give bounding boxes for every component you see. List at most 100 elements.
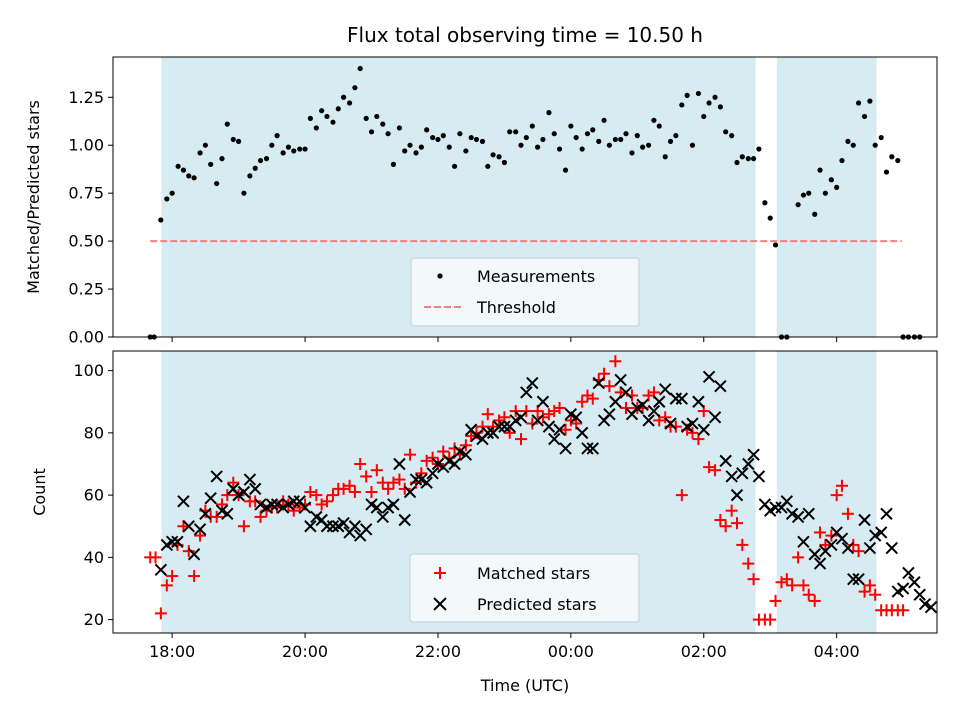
matched-star-point — [897, 604, 910, 617]
measurement-point — [750, 156, 757, 162]
predicted-star-point — [165, 535, 179, 549]
measurement-point — [812, 211, 818, 217]
matched-star-point — [669, 420, 682, 433]
predicted-star-point — [742, 457, 755, 471]
predicted-star-point — [154, 563, 168, 577]
measurement-point — [418, 144, 424, 150]
measurement-point — [556, 146, 563, 152]
measurement-point — [252, 165, 258, 171]
predicted-star-point — [520, 386, 533, 399]
predicted-star-point — [609, 395, 622, 408]
predicted-star-point — [913, 588, 926, 601]
measurement-point — [584, 131, 591, 137]
predicted-star-point — [526, 376, 539, 390]
matched-star-point — [719, 520, 732, 533]
matched-star-point — [780, 573, 793, 586]
measurement-point — [407, 142, 413, 148]
matched-star-point — [576, 395, 589, 408]
predicted-star-point — [586, 442, 599, 455]
measurement-point — [529, 123, 535, 129]
x-tick-label: 02:00 — [681, 642, 727, 661]
legend-measurements-marker — [437, 273, 443, 279]
legend-threshold-label: Threshold — [476, 298, 556, 317]
predicted-star-point — [536, 395, 550, 408]
matched-star-point — [382, 482, 395, 495]
measurement-point — [568, 123, 574, 129]
matched-star-point — [160, 579, 173, 592]
matched-star-point — [393, 473, 406, 486]
matched-star-point — [620, 401, 633, 414]
predicted-star-point — [719, 454, 732, 468]
measurement-point — [413, 150, 419, 156]
ratio-legend: Measurements Threshold — [410, 257, 640, 327]
predicted-star-point — [647, 404, 661, 418]
matched-star-point — [166, 570, 179, 583]
measurement-point — [739, 154, 745, 160]
matched-star-point — [808, 594, 821, 607]
measurement-point — [485, 163, 491, 169]
predicted-star-point — [702, 370, 716, 384]
predicted-star-point — [619, 386, 633, 399]
predicted-star-point — [780, 495, 794, 508]
measurement-point — [656, 123, 662, 129]
measurement-point — [274, 133, 280, 139]
matched-star-point — [725, 504, 738, 517]
legend-predicted-label: Predicted stars — [477, 595, 597, 614]
matched-star-point — [869, 588, 882, 601]
count-legend-box — [409, 553, 640, 623]
measurement-point — [579, 146, 585, 152]
predicted-star-point — [603, 407, 616, 421]
measurement-point — [507, 129, 513, 135]
measurement-point — [855, 100, 862, 106]
predicted-star-point — [171, 535, 184, 549]
matched-star-point — [398, 482, 411, 495]
predicted-star-point — [453, 445, 467, 458]
figure-title: Flux total observing time = 10.50 h — [347, 23, 703, 47]
matched-star-point — [792, 551, 805, 564]
measurement-point — [463, 148, 469, 154]
measurement-point — [340, 94, 347, 100]
measurement-point — [396, 125, 403, 131]
predicted-star-point — [398, 513, 411, 527]
matched-star-point — [404, 448, 417, 461]
x-axis-label: Time (UTC) — [480, 676, 569, 695]
measurement-point — [618, 136, 624, 143]
x-tick-label: 04:00 — [814, 642, 860, 661]
measurement-point — [606, 142, 612, 148]
count-plot-frame — [112, 350, 938, 634]
predicted-star-point — [177, 495, 190, 508]
matched-star-point — [149, 551, 162, 564]
matched-star-point — [609, 355, 622, 368]
predicted-star-point — [896, 582, 910, 595]
measurement-point — [269, 142, 275, 148]
predicted-star-point — [492, 420, 506, 433]
predicted-star-point — [614, 373, 627, 387]
predicted-star-point — [686, 417, 699, 430]
predicted-star-point — [642, 414, 655, 427]
predicted-star-point — [880, 507, 893, 520]
measurement-point — [667, 138, 674, 144]
measurement-point — [689, 142, 696, 148]
measurement-point — [523, 134, 529, 141]
predicted-star-point — [858, 513, 871, 527]
matched-star-point — [802, 588, 815, 601]
predicted-star-point — [420, 476, 433, 489]
predicted-star-point — [791, 510, 805, 524]
matched-star-point — [835, 479, 848, 492]
predicted-star-point — [736, 467, 749, 480]
measurement-point — [518, 142, 524, 148]
measurement-point — [729, 133, 735, 139]
x-tick-label: 18:00 — [149, 642, 195, 661]
measurement-point — [496, 154, 502, 160]
measurement-point — [197, 150, 203, 156]
matched-star-point — [730, 517, 743, 530]
ratio-y-label: Matched/Predicted stars — [24, 100, 43, 294]
matched-star-point — [526, 417, 539, 430]
matched-star-point — [769, 594, 782, 607]
matched-star-point — [825, 529, 838, 542]
predicted-star-point — [387, 498, 400, 511]
predicted-star-point — [675, 392, 689, 405]
measurement-point — [817, 167, 823, 173]
predicted-star-point — [370, 501, 384, 514]
predicted-star-point — [747, 448, 760, 461]
